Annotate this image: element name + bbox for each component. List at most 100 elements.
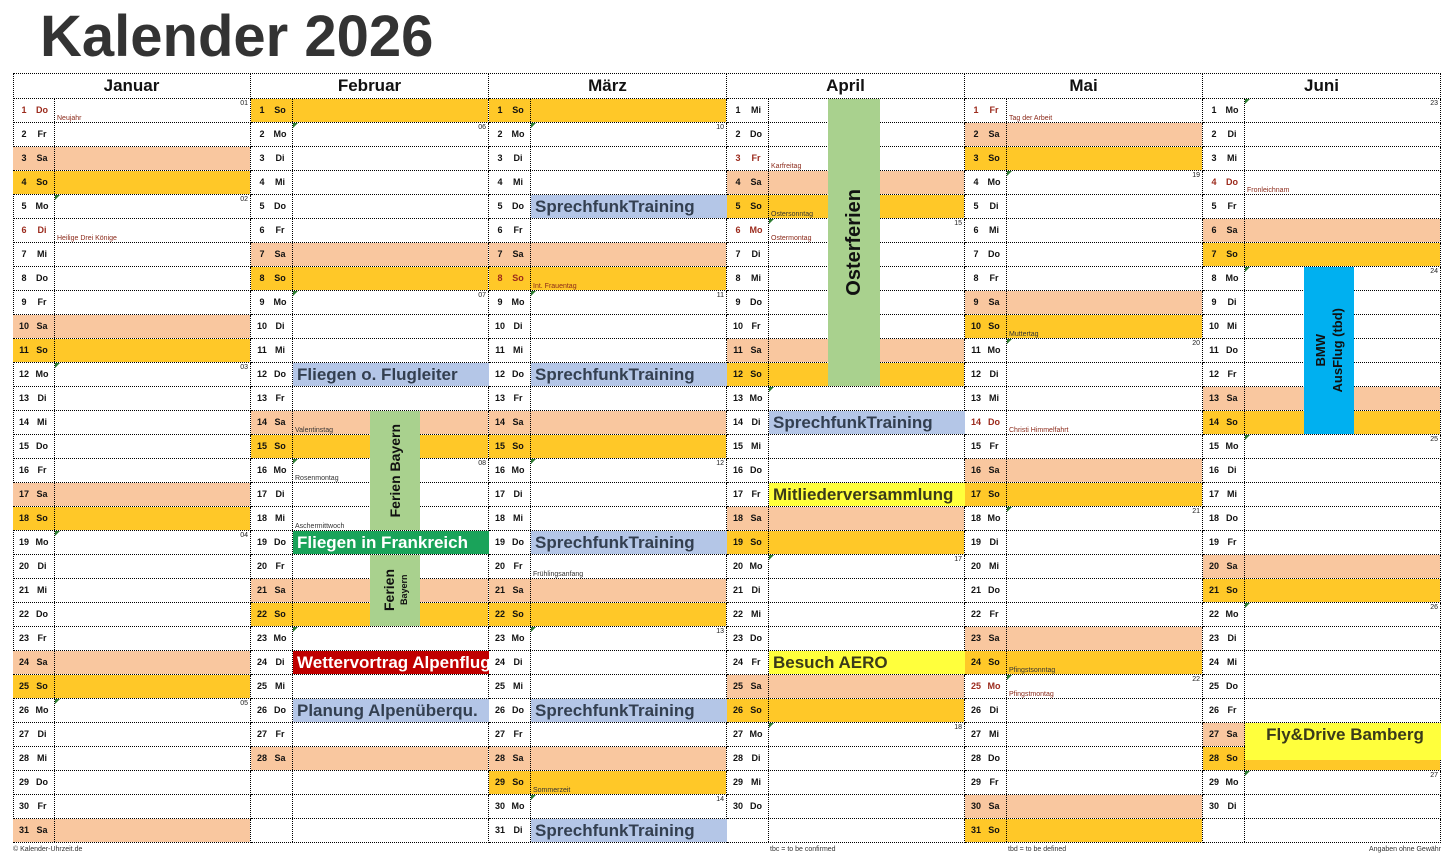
day-row[interactable]: 19 Di (965, 531, 1203, 555)
day-content[interactable] (531, 483, 726, 506)
day-content[interactable]: Karfreitag (769, 147, 964, 170)
day-row[interactable]: 16 Do (727, 459, 965, 483)
day-content[interactable] (55, 459, 250, 482)
day-row[interactable]: 19 Mo 04 (13, 531, 251, 555)
day-row[interactable]: 7 Sa (489, 243, 727, 267)
day-content[interactable] (769, 387, 964, 410)
day-row[interactable]: 28 Di (727, 747, 965, 771)
day-row[interactable]: 23 Do (727, 627, 965, 651)
calendar-event[interactable]: Besuch AERO (769, 651, 965, 674)
day-content[interactable] (1007, 603, 1202, 626)
day-content[interactable] (531, 315, 726, 338)
day-row[interactable]: 16 Di (1203, 459, 1441, 483)
day-content[interactable] (769, 603, 964, 626)
day-row[interactable]: 27 Fr (251, 723, 489, 747)
day-row[interactable]: 15 Do (13, 435, 251, 459)
day-content[interactable] (531, 435, 726, 458)
day-content[interactable] (531, 411, 726, 434)
day-row[interactable] (1203, 819, 1441, 843)
day-content[interactable] (769, 795, 964, 818)
day-row[interactable]: 15 Mi (727, 435, 965, 459)
day-row[interactable]: 16 Fr (13, 459, 251, 483)
day-content[interactable]: Heilige Drei Könige (55, 219, 250, 242)
day-content[interactable] (293, 243, 488, 266)
day-content[interactable] (55, 747, 250, 770)
day-row[interactable]: 1 So (251, 99, 489, 123)
day-row[interactable]: 25 So (13, 675, 251, 699)
day-content[interactable] (531, 579, 726, 602)
day-content[interactable] (531, 675, 726, 698)
day-content[interactable] (531, 339, 726, 362)
day-row[interactable]: 28 Do (965, 747, 1203, 771)
day-content[interactable] (769, 675, 964, 698)
day-row[interactable]: 24 Mi (1203, 651, 1441, 675)
day-content[interactable] (1007, 699, 1202, 722)
day-row[interactable]: 25 Mo Pfingstmontag 22 (965, 675, 1203, 699)
calendar-event[interactable]: Wettervortrag Alpenflugwette (293, 651, 489, 674)
day-content[interactable]: 14 (531, 795, 726, 818)
day-row[interactable]: 23 Sa (965, 627, 1203, 651)
day-row[interactable]: 25 Mi (251, 675, 489, 699)
day-row[interactable]: 5 Mo 02 (13, 195, 251, 219)
day-content[interactable] (1007, 555, 1202, 578)
day-row[interactable]: 16 Mo 12 (489, 459, 727, 483)
day-row[interactable]: 11 So (13, 339, 251, 363)
day-row[interactable]: 30 Sa (965, 795, 1203, 819)
day-content[interactable]: 07 (293, 291, 488, 314)
day-content[interactable] (293, 147, 488, 170)
day-row[interactable]: 7 Mi (13, 243, 251, 267)
day-row[interactable]: 25 Sa (727, 675, 965, 699)
day-content[interactable]: Pfingstsonntag (1007, 651, 1202, 674)
day-row[interactable]: 14 Mi (13, 411, 251, 435)
day-content[interactable]: 23 (1245, 99, 1440, 122)
day-row[interactable]: 23 Di (1203, 627, 1441, 651)
day-content[interactable]: Rosenmontag 08 (293, 459, 488, 482)
day-row[interactable]: 17 So (965, 483, 1203, 507)
day-row[interactable]: 4 Mo 19 (965, 171, 1203, 195)
day-content[interactable] (1245, 819, 1440, 842)
day-content[interactable] (1007, 219, 1202, 242)
day-row[interactable]: 22 Mi (727, 603, 965, 627)
day-content[interactable]: Aschermittwoch (293, 507, 488, 530)
day-row[interactable]: 10 So Muttertag (965, 315, 1203, 339)
day-content[interactable] (769, 627, 964, 650)
day-row[interactable]: 8 Do (13, 267, 251, 291)
day-row[interactable]: 7 Sa (251, 243, 489, 267)
day-content[interactable] (531, 219, 726, 242)
day-content[interactable] (769, 819, 964, 842)
day-row[interactable]: 11 Mi (251, 339, 489, 363)
day-row[interactable]: 11 Mo 20 (965, 339, 1203, 363)
day-content[interactable] (531, 723, 726, 746)
day-content[interactable] (769, 459, 964, 482)
day-content[interactable] (531, 507, 726, 530)
day-row[interactable]: 27 Mo 18 (727, 723, 965, 747)
day-content[interactable] (1245, 675, 1440, 698)
day-row[interactable]: 13 Fr (489, 387, 727, 411)
day-content[interactable] (1007, 147, 1202, 170)
day-content[interactable] (55, 147, 250, 170)
day-content[interactable] (55, 603, 250, 626)
calendar-event[interactable]: SprechfunkTraining (531, 819, 727, 842)
day-content[interactable] (293, 747, 488, 770)
holiday-period-bar[interactable]: Osterferien (828, 99, 880, 386)
day-row[interactable]: 4 Mi (489, 171, 727, 195)
day-row[interactable]: 20 Sa (1203, 555, 1441, 579)
day-content[interactable] (531, 99, 726, 122)
day-content[interactable]: 10 (531, 123, 726, 146)
day-row[interactable]: 18 Sa (727, 507, 965, 531)
day-content[interactable] (55, 795, 250, 818)
day-content[interactable] (55, 315, 250, 338)
day-row[interactable]: 31 So (965, 819, 1203, 843)
day-row[interactable]: 26 Fr (1203, 699, 1441, 723)
day-row[interactable]: 15 Fr (965, 435, 1203, 459)
day-content[interactable] (1007, 435, 1202, 458)
day-content[interactable]: Ostermontag 15 (769, 219, 964, 242)
day-content[interactable] (1245, 579, 1440, 602)
day-row[interactable]: 14 Do Christi Himmelfahrt (965, 411, 1203, 435)
day-content[interactable] (1245, 699, 1440, 722)
day-content[interactable]: 03 (55, 363, 250, 386)
day-row[interactable]: 25 Mi (489, 675, 727, 699)
day-row[interactable]: 22 So (489, 603, 727, 627)
day-content[interactable] (55, 627, 250, 650)
day-content[interactable]: 18 (769, 723, 964, 746)
